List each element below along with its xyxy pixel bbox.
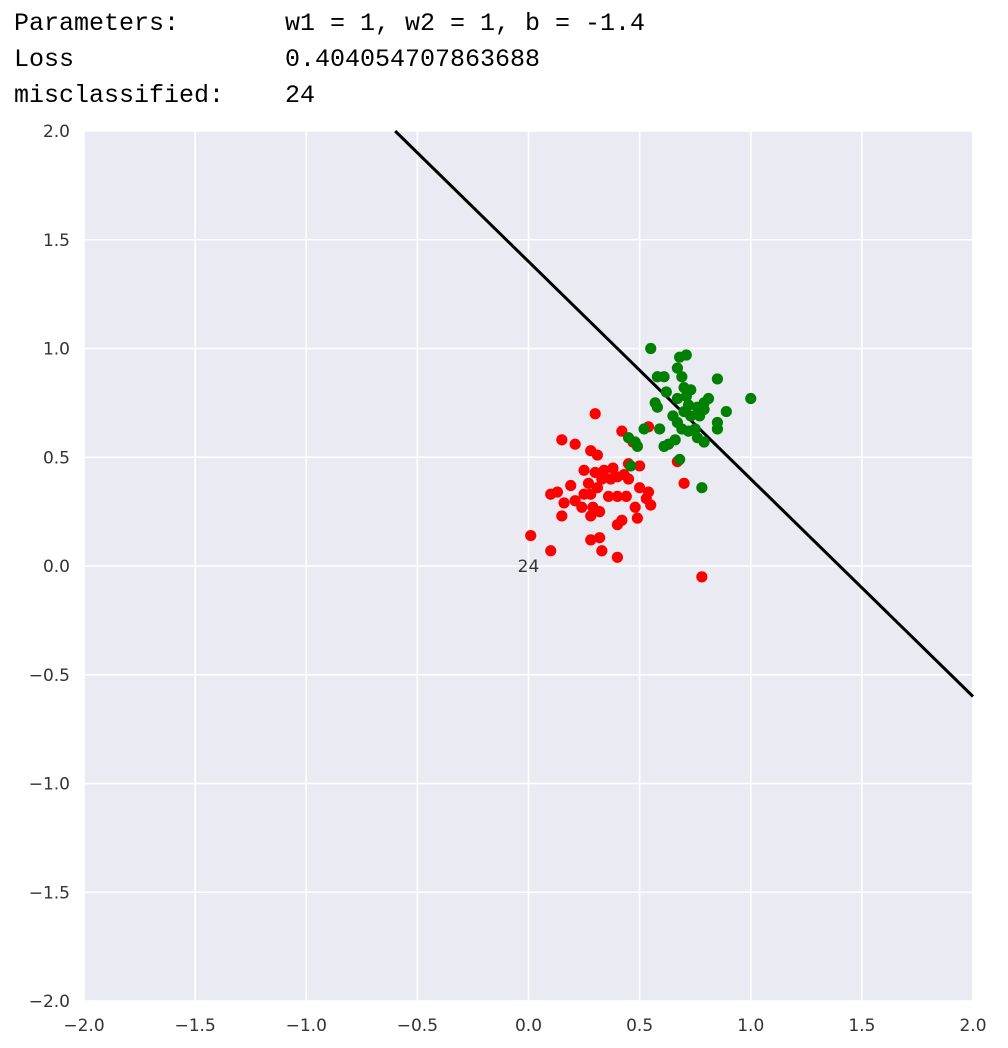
- green-point: [694, 410, 706, 422]
- green-point: [711, 373, 724, 385]
- parameters-value: w1 = 1, w2 = 1, b = -1.4: [285, 9, 646, 38]
- red-point: [558, 497, 570, 509]
- red-point: [611, 471, 624, 483]
- red-point: [598, 464, 610, 476]
- misclassified-label: misclassified:: [14, 81, 225, 110]
- red-point: [611, 551, 624, 563]
- green-point: [671, 362, 684, 374]
- green-point: [698, 436, 710, 448]
- y-tick-label: 1.5: [43, 231, 70, 251]
- red-point: [620, 490, 632, 502]
- green-point: [625, 460, 637, 472]
- red-point: [565, 479, 577, 492]
- misclassified-row: misclassified: 24: [14, 78, 645, 114]
- x-tick-label: 0.5: [626, 1016, 653, 1036]
- red-point: [578, 464, 590, 476]
- annotations: 24: [518, 557, 540, 577]
- y-tick-label: −0.5: [29, 666, 70, 686]
- red-point: [696, 571, 708, 583]
- green-point: [645, 342, 657, 355]
- red-point: [607, 462, 619, 474]
- y-tick-label: −1.5: [29, 883, 70, 903]
- red-point: [596, 545, 608, 557]
- red-point: [596, 473, 608, 485]
- green-point: [745, 392, 757, 405]
- green-point: [671, 392, 684, 405]
- green-point: [676, 371, 688, 383]
- y-tick-labels: 2.0 1.5 1.0 0.5 0.0 −0.5 −1.0 −1.5 −2.0: [29, 122, 70, 1012]
- red-point: [582, 477, 595, 489]
- x-tick-label: −1.5: [174, 1016, 215, 1036]
- red-point: [576, 501, 588, 513]
- red-point: [556, 434, 568, 446]
- green-point: [660, 386, 672, 398]
- data-points: [525, 342, 757, 583]
- parameters-panel: Parameters: w1 = 1, w2 = 1, b = -1.4 Los…: [14, 6, 645, 114]
- green-point: [720, 405, 732, 418]
- red-point: [645, 499, 657, 511]
- misclassified-value: 24: [285, 81, 316, 110]
- x-tick-label: 2.0: [959, 1016, 986, 1036]
- red-point: [585, 510, 597, 522]
- x-tick-label: −1.0: [286, 1016, 327, 1036]
- red-point: [551, 486, 563, 498]
- green-point: [680, 390, 692, 402]
- red-point: [585, 488, 597, 500]
- parameters-label: Parameters:: [14, 9, 180, 38]
- green-point: [702, 392, 715, 405]
- x-tick-label: 1.5: [848, 1016, 875, 1036]
- red-point: [634, 460, 646, 472]
- red-point: [678, 477, 690, 489]
- red-point: [591, 449, 603, 461]
- red-point: [569, 438, 581, 450]
- green-point: [651, 401, 664, 413]
- x-tick-label: 0.0: [515, 1016, 542, 1036]
- y-tick-label: 1.0: [43, 340, 70, 360]
- y-tick-label: 0.0: [43, 557, 70, 577]
- red-point: [616, 514, 628, 526]
- y-tick-label: 2.0: [43, 122, 70, 142]
- red-point: [634, 482, 646, 494]
- red-point: [629, 501, 641, 513]
- red-point: [589, 408, 601, 420]
- red-point: [611, 490, 624, 502]
- red-point: [631, 512, 644, 524]
- red-point: [585, 534, 597, 546]
- red-point: [545, 545, 557, 557]
- green-point: [669, 434, 681, 446]
- red-point: [525, 529, 537, 542]
- loss-label: Loss: [14, 45, 75, 74]
- x-tick-label: −0.5: [397, 1016, 438, 1036]
- parameters-row: Parameters: w1 = 1, w2 = 1, b = -1.4: [14, 6, 645, 42]
- green-point: [685, 410, 697, 422]
- green-point: [631, 440, 644, 452]
- red-point: [594, 532, 606, 544]
- green-point: [711, 423, 724, 435]
- red-point: [602, 490, 615, 502]
- green-point: [658, 371, 670, 383]
- x-tick-labels: −2.0 −1.5 −1.0 −0.5 0.0 0.5 1.0 1.5 2.0: [63, 1016, 986, 1036]
- green-point: [696, 482, 708, 494]
- green-point: [654, 423, 666, 435]
- green-point: [689, 423, 701, 435]
- red-point: [556, 510, 568, 522]
- y-tick-label: −1.0: [29, 775, 70, 795]
- y-tick-label: 0.5: [43, 448, 70, 468]
- x-tick-label: −2.0: [63, 1016, 104, 1036]
- green-point: [638, 423, 650, 435]
- grid-lines: [83, 130, 974, 1002]
- y-tick-label: −2.0: [29, 992, 70, 1012]
- red-point: [622, 473, 635, 485]
- x-tick-label: 1.0: [737, 1016, 764, 1036]
- green-point: [674, 453, 686, 466]
- red-point: [594, 506, 606, 518]
- loss-row: Loss 0.404054707863688: [14, 42, 645, 78]
- green-point: [680, 349, 692, 361]
- misclassified-annotation: 24: [518, 557, 540, 577]
- loss-value: 0.404054707863688: [285, 45, 541, 74]
